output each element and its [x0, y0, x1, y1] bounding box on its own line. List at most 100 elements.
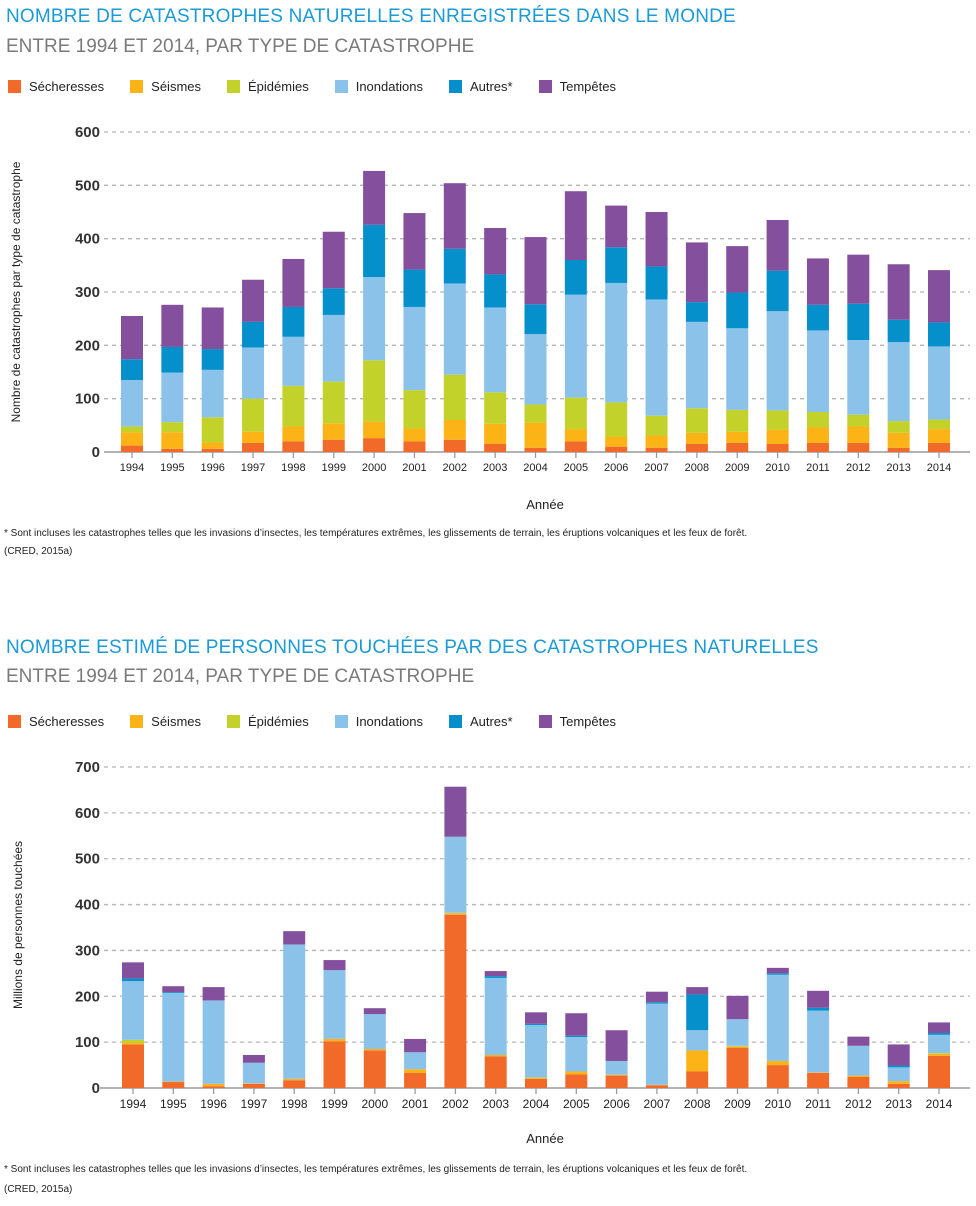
bar-segment-autres [928, 1032, 950, 1035]
bar-segment-epidemies [645, 415, 668, 436]
bar-segment-secheresses [847, 1076, 870, 1088]
chart1-footnote: * Sont incluses les catastrophes telles … [4, 528, 748, 539]
y-axis-title: Millions de personnes touchées [11, 841, 25, 1009]
legend-item-secheresses: Sécheresses [8, 714, 104, 729]
bar-segment-secheresses [322, 439, 345, 452]
bar-segment-inondations [847, 340, 870, 415]
bar-segment-tempetes [645, 991, 668, 1003]
legend-swatch [538, 715, 552, 728]
bar-segment-seismes [202, 1083, 225, 1087]
bar-segment-secheresses [847, 442, 870, 452]
bar-segment-secheresses [122, 1044, 144, 1088]
bar-segment-tempetes [242, 1054, 265, 1063]
bar-segment-secheresses [887, 447, 910, 452]
x-tick-label: 2004 [523, 462, 547, 474]
bar-segment-seismes [122, 1043, 144, 1045]
bar-segment-secheresses [766, 444, 789, 452]
bar-segment-epidemies [443, 374, 466, 420]
y-tick-label: 700 [75, 759, 100, 776]
x-tick-label: 2011 [806, 462, 830, 474]
bar-segment-secheresses [443, 439, 466, 452]
bar-segment-autres [686, 994, 709, 1031]
bar-segment-seismes [404, 1069, 427, 1073]
bar-segment-epidemies [201, 417, 224, 443]
bar-segment-autres [887, 1065, 910, 1068]
bar-segment-secheresses [525, 1078, 547, 1088]
bar-segment-tempetes [685, 242, 708, 303]
bar-segment-inondations [282, 336, 305, 386]
bar-segment-autres [605, 247, 628, 283]
y-tick-label: 400 [75, 231, 100, 248]
bar-segment-epidemies [322, 381, 345, 424]
bar-segment-seismes [564, 429, 587, 442]
bar-segment-inondations [322, 314, 345, 382]
x-tick-label: 1994 [120, 462, 144, 474]
bar-segment-tempetes [363, 1008, 386, 1015]
bar-segment-autres [685, 302, 708, 322]
bar-segment-secheresses [806, 442, 829, 452]
bar-segment-epidemies [726, 409, 749, 432]
x-tick-label: 1997 [241, 462, 265, 474]
y-tick-label: 600 [75, 805, 100, 822]
x-tick-label: 1996 [200, 1097, 227, 1111]
bar-segment-secheresses [283, 1080, 306, 1088]
bar-segment-autres [161, 346, 184, 373]
bar-segment-autres [484, 976, 507, 978]
bar-segment-inondations [524, 334, 547, 405]
chart1-plot: 0 100 200 300 400 500 600 1994 1995 1996 1997 1998 1… [9, 124, 970, 512]
bar-segment-epidemies [766, 410, 789, 430]
legend-swatch [448, 715, 462, 728]
bar-segment-inondations [887, 1067, 910, 1082]
bar-segment-inondations [686, 1030, 709, 1051]
bar-segment-secheresses [121, 445, 143, 452]
bar-segment-secheresses [766, 1065, 789, 1088]
bar-segment-inondations [283, 944, 306, 1079]
bar-segment-tempetes [283, 931, 306, 945]
bar-segment-inondations [363, 277, 386, 361]
bar-segment-tempetes [928, 270, 950, 323]
legend-label: Inondations [355, 79, 423, 94]
y-tick-label: 500 [75, 177, 100, 194]
bar-segment-autres [524, 304, 547, 335]
chart1-subtitle: ENTRE 1994 ET 2014, PAR TYPE DE CATASTRO… [6, 36, 475, 57]
bar-segment-inondations [162, 993, 185, 1082]
bar-segment-epidemies [403, 390, 426, 429]
bar-segment-inondations [484, 307, 507, 393]
bar-segment-secheresses [201, 448, 224, 452]
legend-swatch [8, 80, 21, 93]
bar-segment-secheresses [565, 1074, 588, 1088]
chart2-subtitle: ENTRE 1994 ET 2014, PAR TYPE DE CATASTRO… [6, 666, 475, 687]
bar-segment-inondations [807, 1010, 830, 1073]
bar-segment-secheresses [162, 1082, 185, 1088]
x-tick-label: 1999 [321, 1097, 348, 1111]
bar-segment-epidemies [484, 392, 507, 424]
bar-segment-secheresses [484, 1056, 507, 1088]
legend-label: Épidémies [248, 714, 309, 729]
bar-segment-epidemies [363, 360, 386, 422]
bar-segment-seismes [686, 1050, 709, 1072]
bar-segment-autres [121, 359, 143, 380]
y-tick-label: 100 [75, 391, 100, 408]
bar-segment-seismes [524, 422, 547, 448]
bar-segment-secheresses [202, 1086, 225, 1088]
bar-segment-epidemies [161, 422, 184, 433]
bar-segment-secheresses [363, 1050, 386, 1088]
x-tick-label: 2002 [442, 1097, 469, 1111]
x-tick-label: 1996 [200, 462, 224, 474]
legend-item-seismes: Séismes [130, 714, 201, 729]
bar-segment-tempetes [121, 316, 143, 360]
bar-segment-tempetes [766, 967, 789, 974]
bar-segment-secheresses [887, 1083, 910, 1088]
bar-segment-tempetes [444, 786, 467, 837]
bar-segment-inondations [605, 1060, 628, 1075]
x-tick-label: 2004 [523, 1097, 550, 1111]
legend-item-tempetes: Tempêtes [538, 79, 616, 94]
bar-segment-epidemies [524, 404, 547, 423]
bar-segment-inondations [363, 1014, 386, 1050]
legend-swatch [448, 80, 462, 93]
x-tick-label: 2000 [361, 1097, 388, 1111]
y-tick-label: 200 [75, 337, 100, 354]
legend-swatch [8, 715, 21, 728]
bar-segment-tempetes [605, 205, 628, 248]
legend-label: Tempêtes [559, 79, 616, 94]
